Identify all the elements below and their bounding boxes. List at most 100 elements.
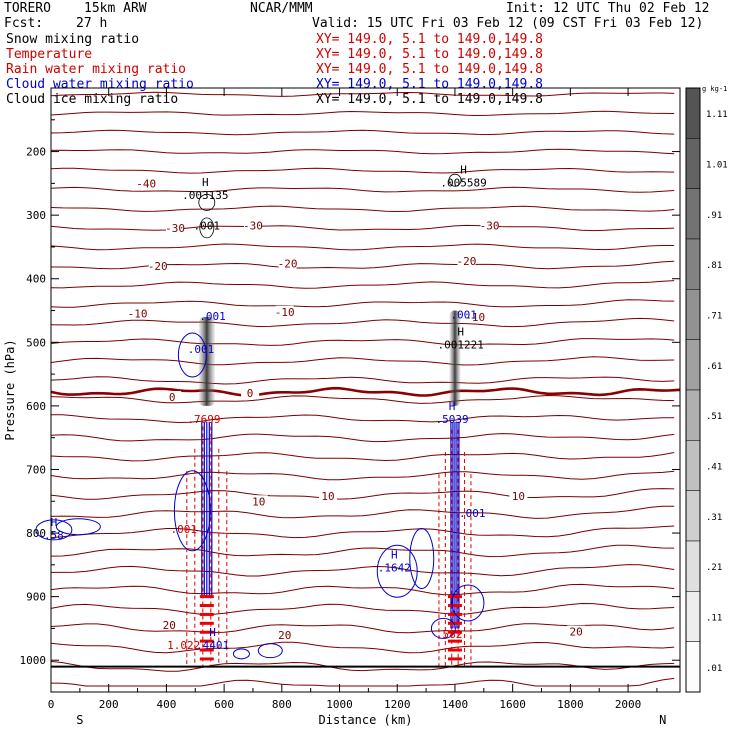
colorbar-unit: g kg-1 bbox=[702, 85, 727, 93]
x-end-label-left: S bbox=[76, 713, 83, 727]
y-tick-label: 1000 bbox=[20, 654, 47, 667]
high-marker: H bbox=[209, 626, 216, 639]
isotherm-label-bg bbox=[318, 490, 337, 502]
legend-cloud-ice-name: Cloud ice mixing ratio bbox=[6, 92, 179, 107]
isotherm-label-bg bbox=[243, 219, 262, 231]
isotherm-label-bg bbox=[466, 310, 485, 322]
isotherm-label: -20 bbox=[148, 260, 168, 273]
isotherm-label-bg bbox=[480, 219, 499, 231]
isotherm-line bbox=[50, 394, 675, 404]
isotherm-line bbox=[50, 583, 675, 596]
isotherm-label: -30 bbox=[165, 222, 185, 235]
legend-cloud-ice-xy: XY= 149.0, 5.1 to 149.0,149.8 bbox=[316, 92, 543, 107]
isotherm-line bbox=[51, 260, 675, 270]
isotherm-line bbox=[50, 452, 675, 462]
x-tick-label: 1600 bbox=[499, 698, 526, 711]
x-tick-label: 600 bbox=[214, 698, 234, 711]
y-tick-label: 200 bbox=[26, 146, 46, 159]
snow-column-shading bbox=[198, 316, 215, 406]
y-tick-label: 300 bbox=[26, 209, 46, 222]
colorbar-swatch bbox=[685, 540, 701, 592]
isotherm-line bbox=[51, 414, 675, 424]
isotherm-line bbox=[50, 129, 675, 136]
isotherm-line bbox=[50, 299, 675, 308]
plot-frame bbox=[50, 87, 681, 693]
isotherm-line bbox=[50, 243, 675, 251]
isotherm-line bbox=[50, 470, 675, 481]
high-marker: H bbox=[460, 163, 467, 176]
isotherm-line bbox=[50, 167, 675, 174]
annotation-value: .1642 bbox=[378, 562, 411, 575]
forecast-hours: 27 h bbox=[76, 16, 108, 31]
isotherm-label: -10 bbox=[128, 308, 148, 321]
x-tick-label: 200 bbox=[99, 698, 119, 711]
colorbar-tick-label: .11 bbox=[706, 614, 722, 624]
isotherm-label: 20 bbox=[278, 629, 291, 642]
isotherm-label: -10 bbox=[275, 306, 295, 319]
colorbar-swatch bbox=[685, 389, 701, 441]
cloud-water-contour bbox=[232, 648, 250, 660]
isotherm-label: 20 bbox=[163, 619, 176, 632]
isotherm-label: 0 bbox=[247, 387, 254, 400]
x-tick-label: 1000 bbox=[326, 698, 353, 711]
isotherm-label: -30 bbox=[243, 219, 263, 232]
isotherm-line bbox=[50, 602, 675, 615]
cloud-water-contour bbox=[430, 617, 456, 639]
isotherm-label-bg bbox=[160, 619, 179, 631]
colorbar-frame bbox=[685, 87, 701, 693]
high-marker: H bbox=[449, 400, 456, 413]
isotherm-line bbox=[50, 433, 675, 443]
colorbar-tick-label: .81 bbox=[706, 261, 722, 271]
cloud-ice-contour bbox=[198, 194, 216, 211]
isotherm-zero bbox=[50, 386, 681, 397]
isotherm-label: -30 bbox=[480, 219, 500, 232]
y-tick-label: 600 bbox=[26, 400, 46, 413]
annotation-value: .4401 bbox=[196, 639, 229, 652]
model-name: TORERO bbox=[4, 1, 51, 16]
isotherm-label-bg bbox=[241, 387, 260, 399]
annotation-value: .7699 bbox=[187, 413, 220, 426]
isotherm-label: 10 bbox=[512, 490, 525, 503]
isotherm-label: 10 bbox=[321, 490, 334, 503]
x-tick-label: 1200 bbox=[384, 698, 411, 711]
isotherm-line bbox=[50, 488, 675, 500]
x-tick-label: 400 bbox=[156, 698, 176, 711]
high-marker: H bbox=[202, 176, 209, 189]
isotherm-label: 0 bbox=[169, 391, 176, 404]
isotherm-line bbox=[50, 317, 675, 328]
high-marker: H bbox=[457, 325, 464, 338]
x-axis-title: Distance (km) bbox=[319, 713, 413, 727]
y-tick-label: 800 bbox=[26, 527, 46, 540]
forecast-label: Fcst: bbox=[4, 16, 44, 31]
annotation-value: .582 bbox=[436, 628, 463, 641]
snow-column-shading bbox=[449, 310, 461, 406]
colorbar-swatch bbox=[685, 188, 701, 240]
legend-rain-name: Rain water mixing ratio bbox=[6, 62, 187, 77]
isotherm-line bbox=[50, 186, 675, 193]
isotherm-label-bg bbox=[166, 221, 185, 233]
colorbar-tick-label: .41 bbox=[706, 463, 722, 473]
y-tick-label: 900 bbox=[26, 591, 46, 604]
annotation-value: .001 bbox=[170, 523, 197, 536]
cloud-water-contour bbox=[173, 470, 211, 552]
annotation-value: 1.022 bbox=[167, 639, 200, 652]
y-tick-label: 700 bbox=[26, 463, 46, 476]
cloud-ice-contour bbox=[199, 217, 215, 239]
isotherm-line bbox=[50, 148, 675, 155]
annotation-value: .5039 bbox=[435, 413, 468, 426]
colorbar-tick-label: .21 bbox=[706, 563, 722, 573]
isotherm-label-bg bbox=[128, 307, 147, 319]
cloud-water-contour bbox=[35, 519, 73, 541]
cloud-water-contour bbox=[409, 527, 435, 589]
isotherm-line bbox=[50, 110, 675, 117]
isotherm-line bbox=[50, 280, 675, 289]
legend-temperature-name: Temperature bbox=[6, 47, 93, 62]
cloud-water-contour bbox=[55, 518, 101, 536]
isotherm-label: -20 bbox=[457, 255, 477, 268]
y-axis-title: Pressure (hPa) bbox=[3, 339, 17, 440]
colorbar-swatch bbox=[685, 138, 701, 189]
organization: NCAR/MMM bbox=[250, 1, 313, 16]
isotherm-line bbox=[50, 505, 675, 519]
annotation-value: .001 bbox=[194, 220, 221, 233]
